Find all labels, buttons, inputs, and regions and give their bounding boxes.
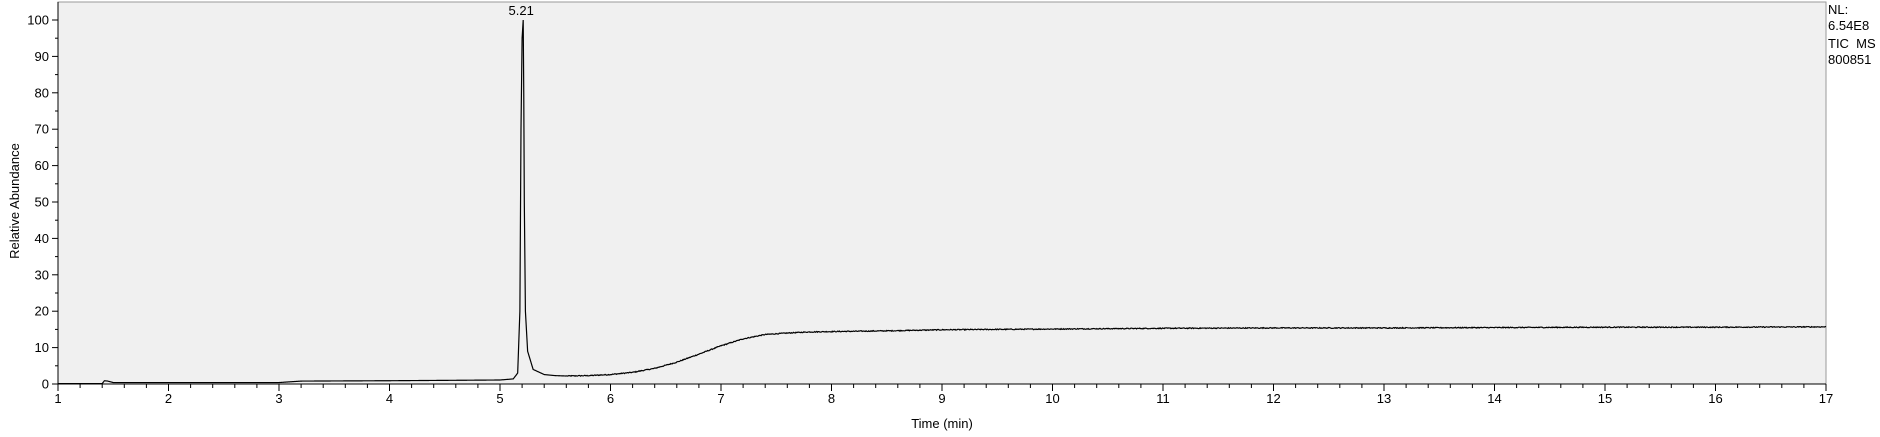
x-tick-label: 4	[386, 391, 393, 406]
axes-layer	[57, 2, 1826, 385]
x-tick-label: 3	[275, 391, 282, 406]
x-tick-label: 14	[1487, 391, 1501, 406]
plot-area	[57, 1, 1827, 385]
x-tick-label: 17	[1819, 391, 1833, 406]
x-tick-label: 9	[938, 391, 945, 406]
y-tick-label: 10	[35, 340, 49, 355]
y-tick-label: 60	[35, 158, 49, 173]
y-tick-label: 0	[42, 377, 49, 392]
y-tick-label: 30	[35, 267, 49, 282]
ticks-layer: 1 2 3 4 5 6 7 8 9 10 11 12 13 14 15 16 17010203040506070…	[27, 13, 1833, 407]
info-line-tic-ms: TIC MS	[1828, 36, 1876, 51]
x-tick-label: 15	[1598, 391, 1612, 406]
x-axis-title: Time (min)	[911, 416, 973, 431]
y-tick-label: 40	[35, 231, 49, 246]
x-tick-label: 7	[717, 391, 724, 406]
series-trace	[58, 19, 1827, 385]
x-tick-label: 12	[1266, 391, 1280, 406]
info-line-nl: NL:	[1828, 2, 1848, 17]
x-tick-label: 2	[165, 391, 172, 406]
y-tick-label: 90	[35, 49, 49, 64]
x-tick-label: 13	[1377, 391, 1391, 406]
y-tick-label: 50	[35, 195, 49, 210]
x-tick-label: 8	[828, 391, 835, 406]
y-tick-label: 80	[35, 85, 49, 100]
y-axis-title: Relative Abundance	[7, 143, 22, 259]
peak-annotation: 5.21	[509, 3, 534, 18]
x-tick-label: 1	[54, 391, 61, 406]
x-tick-label: 6	[607, 391, 614, 406]
info-line-nl-value: 6.54E8	[1828, 18, 1869, 33]
y-tick-label: 70	[35, 122, 49, 137]
x-tick-label: 5	[496, 391, 503, 406]
info-line-scan: 800851	[1828, 52, 1871, 67]
y-tick-label: 100	[27, 13, 49, 28]
y-tick-label: 20	[35, 304, 49, 319]
x-tick-label: 10	[1045, 391, 1059, 406]
info-block: NL: 6.54E8 TIC MS 800851	[1828, 2, 1876, 67]
x-tick-label: 11	[1156, 391, 1170, 406]
x-tick-label: 16	[1708, 391, 1722, 406]
